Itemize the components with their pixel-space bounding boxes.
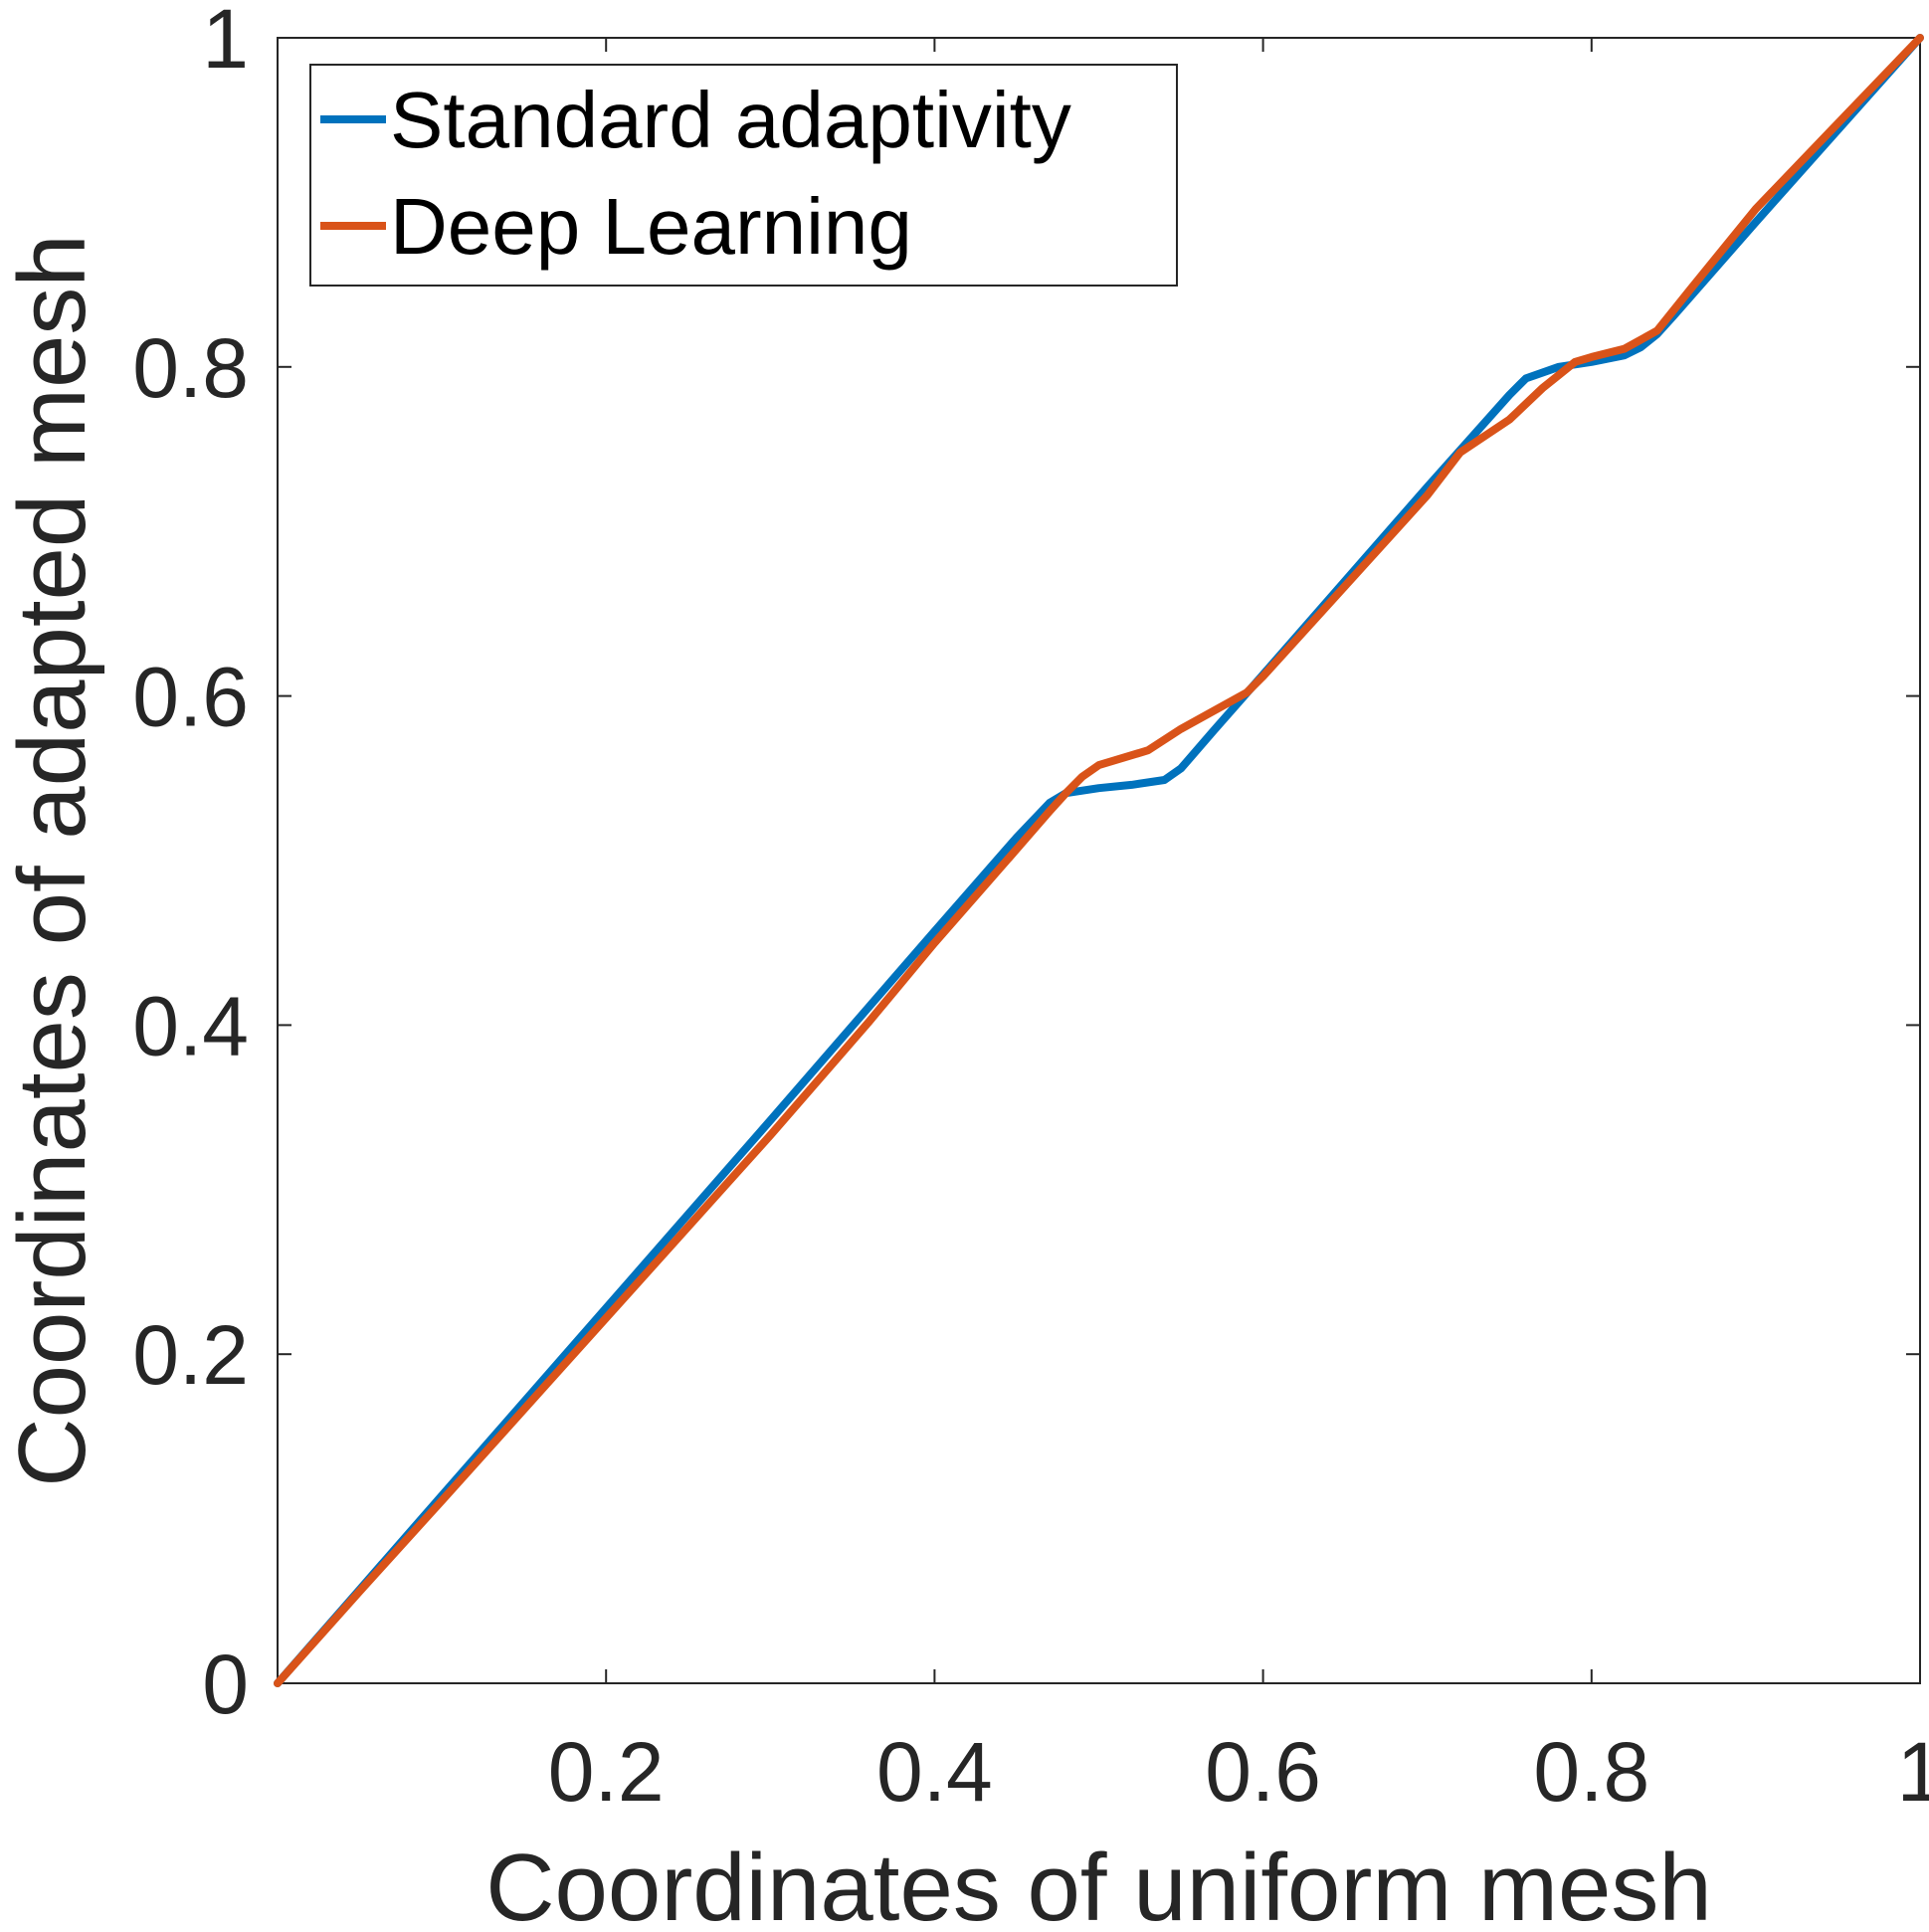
y-tick-label: 0.8 [132, 321, 249, 415]
legend-box [309, 64, 1178, 287]
y-tick-label: 1 [202, 0, 249, 86]
legend-label: Standard adaptivity [390, 76, 1071, 164]
y-axis-ticks: 0 0.2 0.4 0.6 0.8 1 [132, 0, 1920, 1731]
x-axis-ticks: 0.2 0.4 0.6 0.8 1 [548, 38, 1929, 1819]
series-layer [274, 34, 1924, 1687]
x-tick-label: 0.8 [1533, 1725, 1649, 1819]
legend: Standard adaptivity Deep Learning [309, 64, 1178, 287]
x-tick-label: 0.4 [876, 1725, 993, 1819]
series-line-deep-learning [274, 34, 1924, 1687]
y-axis-title: Coordinates of adapted mesh [0, 234, 105, 1486]
y-tick-label: 0 [202, 1638, 249, 1731]
legend-label: Deep Learning [390, 182, 912, 271]
y-tick-label: 0.4 [132, 979, 249, 1072]
x-tick-label: 0.6 [1205, 1725, 1321, 1819]
legend-items: Standard adaptivity Deep Learning [320, 76, 1071, 271]
x-axis-title: Coordinates of uniform mesh [485, 1835, 1712, 1932]
series-line-standard-adaptivity [274, 34, 1924, 1687]
x-tick-label: 0.2 [548, 1725, 665, 1819]
y-tick-label: 0.6 [132, 651, 249, 744]
plot-area [277, 37, 1921, 1684]
y-tick-label: 0.2 [132, 1308, 249, 1402]
x-tick-label: 1 [1897, 1725, 1929, 1819]
